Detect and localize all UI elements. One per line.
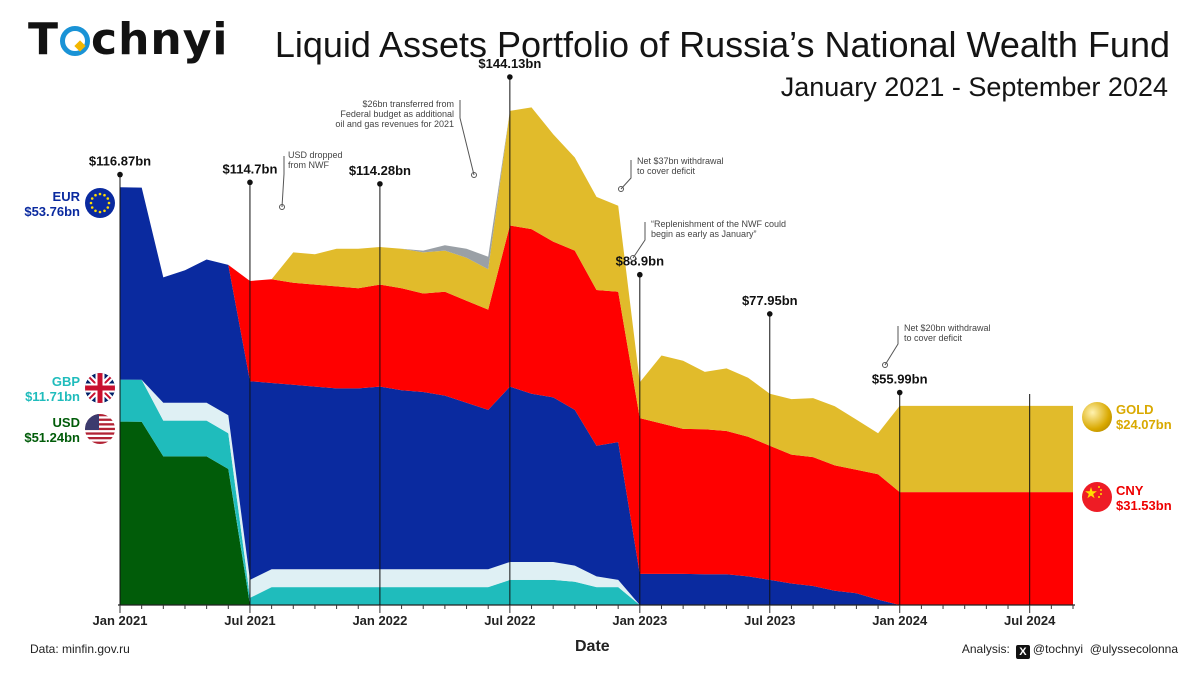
chart-title: Liquid Assets Portfolio of Russia’s Nati… <box>274 24 1170 65</box>
annotation-text: to cover deficit <box>637 166 696 176</box>
x-tick-label: Jan 2023 <box>612 613 667 628</box>
x-tick-label: Jul 2021 <box>224 613 275 628</box>
x-tick-label: Jul 2022 <box>484 613 535 628</box>
marker-label: $114.7bn <box>222 161 277 176</box>
marker-dot <box>507 74 513 80</box>
marker-dot <box>377 181 383 187</box>
uk-flag-icon <box>85 373 115 403</box>
annotation-text: Federal budget as additional <box>340 109 454 119</box>
area-cny <box>120 187 1073 605</box>
annotation-leader <box>632 222 646 259</box>
annotation-leader <box>884 326 899 366</box>
china-flag-icon <box>1082 482 1112 512</box>
eur-label: EUR $53.76bn <box>24 189 80 219</box>
area-usd <box>120 421 1073 605</box>
gold-label: GOLD $24.07bn <box>1116 402 1172 432</box>
x-tick-label: Jan 2022 <box>352 613 407 628</box>
annotation-text: begin as early as January” <box>651 229 757 239</box>
marker-dot <box>896 389 903 396</box>
marker-dot <box>117 171 123 178</box>
annotation-text: to cover deficit <box>904 333 963 343</box>
marker-dot <box>766 311 773 317</box>
gold-coin-icon <box>1082 402 1112 432</box>
handle-ulyssecolonna[interactable]: @ulyssecolonna <box>1089 642 1178 656</box>
annotation-text: Net $37bn withdrawal <box>637 156 724 166</box>
marker-dot <box>247 179 253 186</box>
handle-tochnyi[interactable]: @tochnyi <box>1032 642 1084 656</box>
annotation-text: oil and gas revenues for 2021 <box>335 119 454 129</box>
annotation-leader <box>281 156 285 208</box>
cny-label: CNY $31.53bn <box>1116 483 1172 513</box>
logo-target-icon <box>60 26 91 56</box>
annotation-text: “Replenishment of the NWF could <box>651 219 786 229</box>
annotation-leader <box>620 160 632 190</box>
marker-label: $88.9bn <box>616 254 664 269</box>
marker-label: $114.28bn <box>349 163 411 178</box>
annotation-text: Net $20bn withdrawal <box>904 323 991 333</box>
area-gold <box>120 107 1073 493</box>
marker-label: $55.99bn <box>872 372 928 387</box>
annotation-leader <box>459 100 475 176</box>
x-axis-label: Date <box>575 638 610 655</box>
analysis-credit: Analysis: X @tochnyi @ulyssecolonna <box>961 642 1178 659</box>
eu-flag-icon <box>85 188 115 218</box>
marker-label: $144.13bn <box>478 56 541 71</box>
annotation-text: $26bn transferred from <box>362 99 454 109</box>
marker-dot <box>637 271 643 278</box>
chart-subtitle: January 2021 - September 2024 <box>780 72 1168 102</box>
x-tick-label: Jan 2021 <box>93 613 148 628</box>
data-source: Data: minfin.gov.ru <box>30 642 130 656</box>
annotation-text: USD dropped <box>288 150 343 160</box>
annotation-text: from NWF <box>288 160 329 170</box>
x-tick-label: Jul 2024 <box>1004 613 1056 628</box>
x-logo-icon: X <box>1015 645 1030 659</box>
marker-label: $77.95bn <box>742 293 798 308</box>
x-tick-label: Jan 2024 <box>872 613 928 628</box>
us-flag-icon <box>85 414 115 444</box>
gbp-label: GBP $11.71bn <box>25 374 80 404</box>
marker-label: $116.87bn <box>89 154 151 169</box>
area-eur <box>120 187 1073 605</box>
x-tick-label: Jul 2023 <box>744 613 795 628</box>
usd-label: USD $51.24bn <box>24 415 80 445</box>
